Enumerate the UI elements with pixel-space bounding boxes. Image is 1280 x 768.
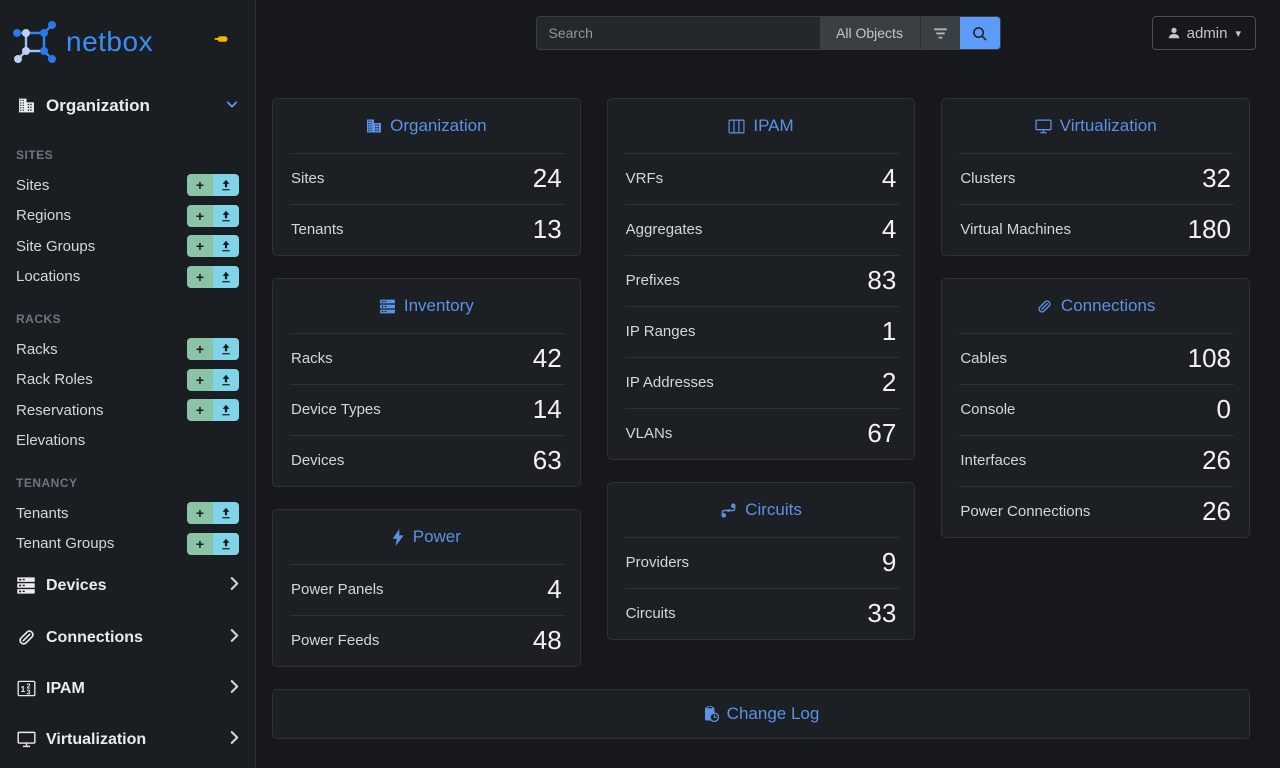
- svg-text:3: 3: [26, 688, 30, 696]
- svg-text:1: 1: [20, 684, 25, 694]
